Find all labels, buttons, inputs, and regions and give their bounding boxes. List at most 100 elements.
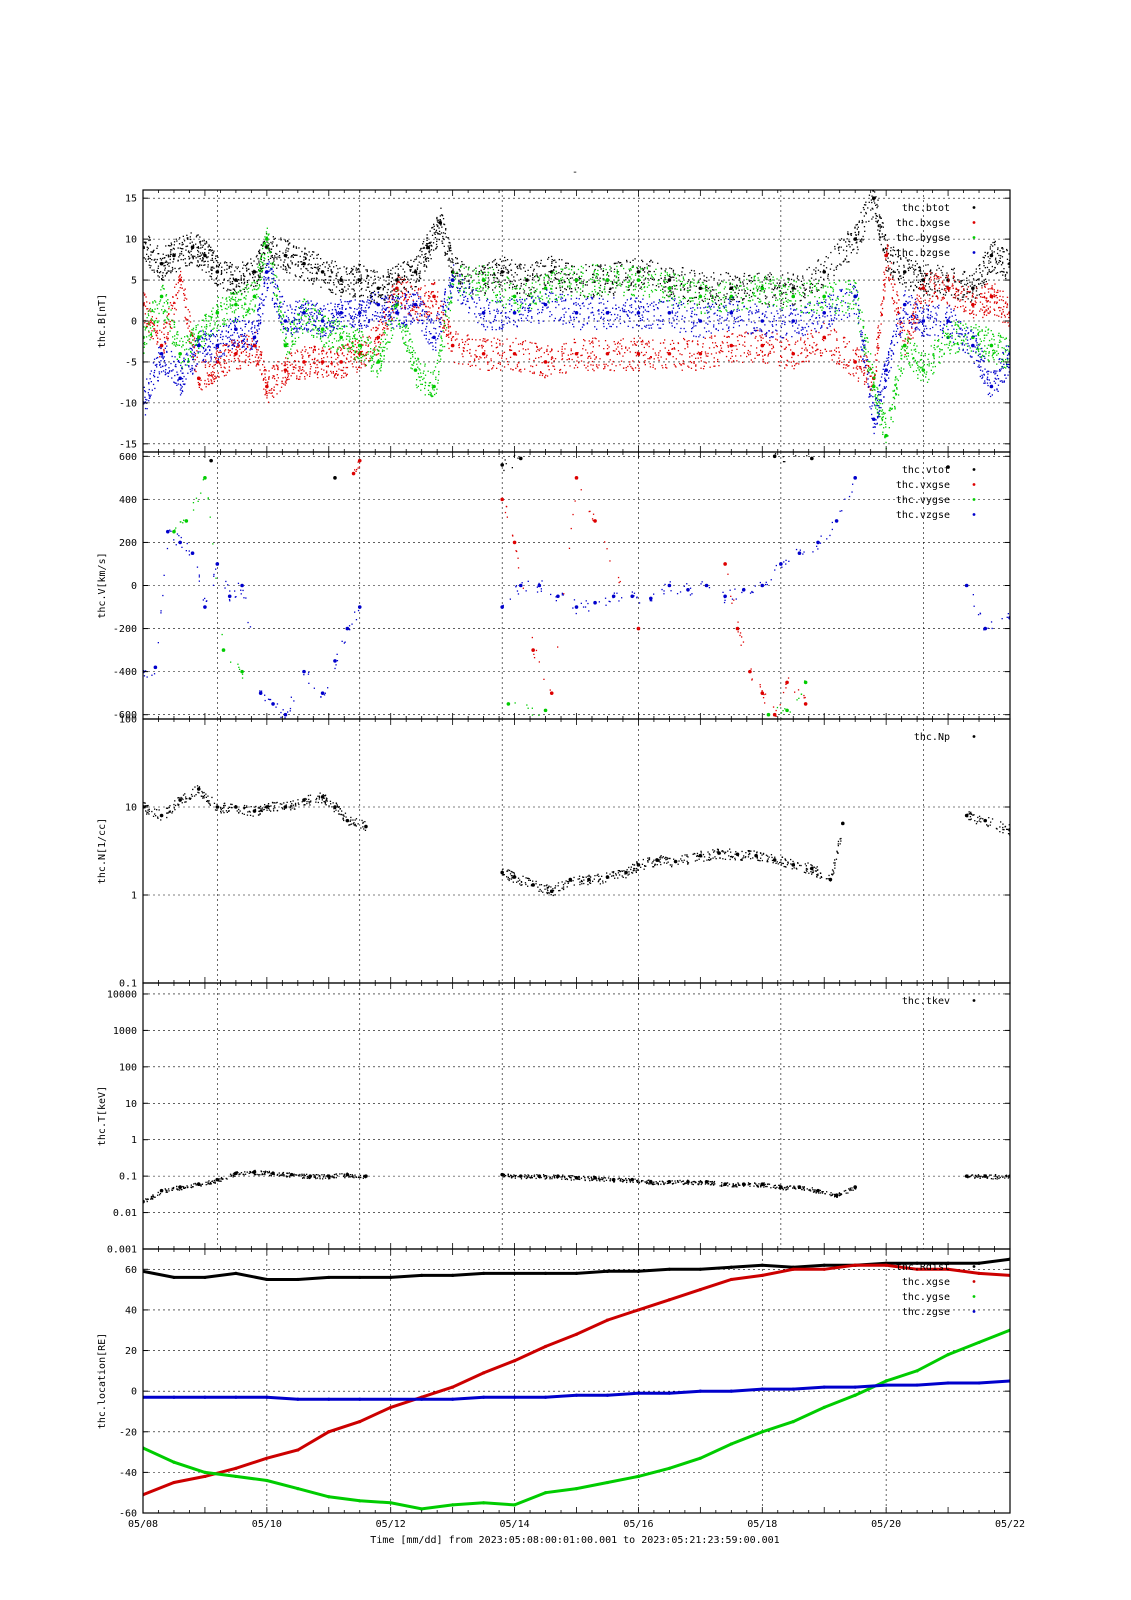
scatter-dot [361,350,363,353]
scatter-dot [342,345,344,347]
scatter-dot [550,373,552,375]
scatter-dot [603,368,605,370]
scatter-dot [713,277,715,280]
scatter-dot [304,252,306,254]
scatter-dot [514,272,516,274]
scatter-dot [171,327,173,329]
scatter-dot [409,270,412,272]
scatter-dot [748,275,750,277]
scatter-dot [224,261,226,263]
scatter-dot [824,348,826,350]
scatter-dot [173,254,176,256]
scatter-dot [438,307,440,309]
scatter-dot [1006,258,1009,260]
scatter-dot [801,360,803,363]
scatter-dot [748,354,750,356]
scatter-dot [246,263,248,265]
scatter-dot [177,247,179,249]
scatter-dot [283,383,285,385]
scatter-dot [687,299,690,301]
scatter-dot [611,282,614,284]
scatter-dot [153,330,155,332]
scatter-dot [392,267,394,269]
scatter-dot [229,349,231,352]
scatter-dot [392,295,394,297]
scatter-dot [698,273,701,275]
scatter-dot [940,276,942,279]
scatter-dot [391,318,393,320]
scatter-dot [402,262,404,264]
scatter-dot [433,249,435,251]
scatter-dot [917,274,919,276]
scatter-dot [877,199,879,201]
scatter-dot [185,318,187,320]
scatter-dot [340,349,342,351]
scatter-dot [859,240,861,242]
scatter-dot [768,304,770,306]
scatter-dot [511,274,513,276]
scatter-dot [346,344,348,346]
scatter-dot [197,251,200,253]
scatter-dot [179,354,182,356]
scatter-dot [328,348,330,351]
scatter-dot [953,308,955,310]
scatter-dot [229,354,231,356]
scatter-dot [156,258,158,261]
scatter-dot [461,282,463,284]
scatter-dot [325,353,327,355]
scatter-dot [173,244,175,246]
scatter-dot [713,365,715,367]
scatter-dot [244,291,246,293]
scatter-dot [224,350,226,352]
scatter-dot [819,271,822,273]
scatter-dot [686,340,688,342]
scatter-dot [518,370,520,372]
scatter-dot [321,279,323,281]
scatter-dot [914,308,916,310]
scatter-dot [634,367,637,369]
scatter-dot [531,342,533,344]
scatter-dot [145,241,147,244]
scatter-dot [208,249,210,252]
scatter-dot [701,351,703,353]
scatter-dot [410,266,413,268]
scatter-dot [519,267,521,269]
scatter-dot [633,337,635,340]
scatter-dot [813,342,815,344]
scatter-dot [725,297,727,300]
scatter-dot [632,281,634,283]
scatter-dot [357,268,359,270]
scatter-dot [426,266,428,268]
scatter-dot [627,365,629,368]
scatter-dot [388,300,390,303]
scatter-dot [987,288,989,290]
scatter-dot [386,291,388,294]
scatter-dot [557,278,559,280]
scatter-dot [235,266,237,268]
scatter-dot [939,284,941,286]
scatter-dot [670,277,672,279]
scatter-dot [313,266,316,268]
scatter-dot [167,262,170,264]
scatter-dot [355,351,357,354]
scatter-dot [938,290,941,292]
scatter-dot [220,351,222,353]
scatter-dot [368,335,370,338]
scatter-dot [625,369,627,371]
scatter-dot [178,256,180,258]
scatter-dot [179,247,181,249]
scatter-dot [897,307,899,309]
scatter-dot [356,279,358,281]
scatter-dot [796,277,798,279]
scatter-dot [450,249,452,252]
scatter-dot [499,339,501,342]
scatter-dot [248,335,250,338]
scatter-dot [445,329,447,331]
scatter-dot [350,271,352,274]
scatter-dot [159,300,161,303]
scatter-dot [215,352,217,354]
scatter-dot [495,347,497,349]
scatter-dot [500,274,502,276]
scatter-dot [487,283,489,285]
scatter-dot [143,257,145,259]
